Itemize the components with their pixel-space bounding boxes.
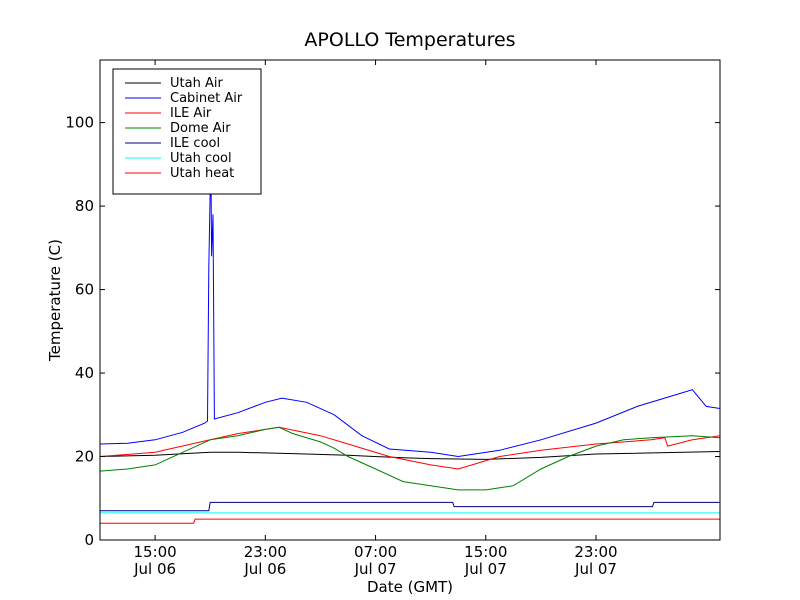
y-tick-label: 0	[84, 531, 94, 549]
series-line-ile-cool	[100, 501, 720, 512]
x-tick-label-date: Jul 06	[133, 560, 176, 578]
y-tick-label: 60	[75, 281, 94, 299]
x-tick-label-date: Jul 07	[464, 560, 507, 578]
legend-label: Utah heat	[170, 166, 234, 181]
x-tick-label-date: Jul 06	[243, 560, 286, 578]
legend-label: Cabinet Air	[170, 91, 243, 106]
x-tick-label-date: Jul 07	[354, 560, 397, 578]
legend-label: ILE Air	[170, 106, 212, 121]
series-line-dome-air	[100, 426, 720, 491]
legend-label: Utah cool	[170, 151, 232, 166]
x-tick-label-time: 23:00	[244, 543, 287, 561]
y-tick-label: 100	[65, 114, 94, 132]
legend-label: Utah Air	[170, 76, 223, 91]
x-axis-label: Date (GMT)	[367, 578, 453, 596]
y-axis-label: Temperature (C)	[46, 239, 64, 362]
legend-label: Dome Air	[170, 121, 231, 136]
x-tick-label-time: 15:00	[464, 543, 507, 561]
y-tick-label: 80	[75, 197, 94, 215]
x-tick-label-time: 23:00	[574, 543, 617, 561]
legend-label: ILE cool	[170, 136, 220, 151]
series-line-ile-air	[100, 426, 720, 470]
series-line-cabinet-air	[100, 164, 720, 458]
series-line-utah-air	[100, 451, 720, 460]
chart-title: APOLLO Temperatures	[304, 29, 515, 51]
y-tick-label: 20	[75, 448, 94, 466]
series-line-utah-heat	[100, 518, 720, 524]
plot-frame	[99, 59, 721, 541]
series-layer	[100, 164, 720, 524]
x-tick-label-time: 07:00	[354, 543, 397, 561]
x-tick-label-date: Jul 07	[574, 560, 617, 578]
y-tick-label: 40	[75, 364, 94, 382]
x-tick-label-time: 15:00	[133, 543, 176, 561]
